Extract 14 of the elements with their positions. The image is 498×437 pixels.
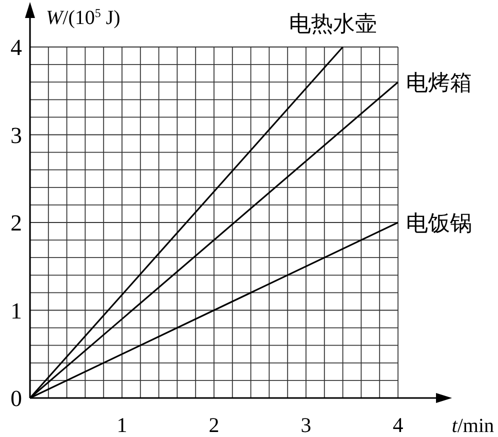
series-label: 电热水壶: [288, 11, 377, 36]
y-axis-title: W/(10$^{5}$ J): [46, 6, 120, 29]
y-tick-label: 4: [10, 35, 22, 60]
x-tick-label: 1: [116, 413, 128, 437]
y-tick-label: 3: [10, 122, 22, 148]
y-tick-label: 1: [10, 298, 22, 324]
x-tick-label: 4: [392, 413, 404, 437]
x-tick-label: 2: [208, 413, 220, 437]
y-tick-label: 0: [10, 386, 22, 411]
y-tick-label: 2: [10, 210, 22, 236]
series-label: 电饭锅: [406, 210, 472, 236]
x-tick-label: 3: [300, 413, 312, 437]
x-axis-title: t/min: [452, 415, 494, 437]
series-label: 电烤箱: [406, 70, 472, 96]
